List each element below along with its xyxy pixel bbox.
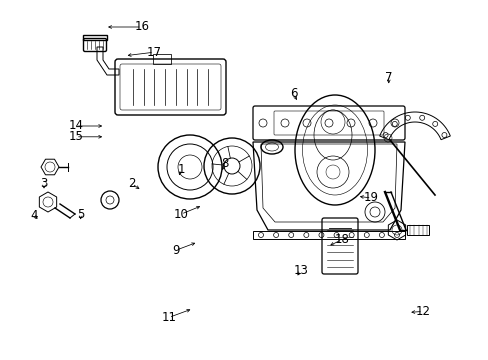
Text: 16: 16 bbox=[134, 21, 149, 33]
Text: 18: 18 bbox=[334, 233, 349, 246]
Text: 4: 4 bbox=[30, 210, 38, 222]
Text: 14: 14 bbox=[68, 120, 83, 132]
Bar bbox=[252, 231, 404, 239]
Text: 3: 3 bbox=[40, 177, 48, 190]
Bar bbox=[406, 225, 428, 235]
Text: 8: 8 bbox=[221, 157, 228, 170]
Text: 7: 7 bbox=[384, 71, 392, 84]
Text: 19: 19 bbox=[364, 192, 378, 204]
Text: 15: 15 bbox=[68, 130, 83, 143]
Text: 10: 10 bbox=[173, 208, 188, 221]
Text: 13: 13 bbox=[293, 264, 307, 277]
Bar bbox=[153, 54, 171, 64]
Text: 11: 11 bbox=[161, 311, 176, 324]
Text: 6: 6 bbox=[289, 87, 297, 100]
Text: 9: 9 bbox=[172, 244, 180, 257]
Text: 12: 12 bbox=[415, 305, 429, 318]
Text: 2: 2 bbox=[128, 177, 136, 190]
Text: 5: 5 bbox=[77, 208, 84, 221]
Text: 17: 17 bbox=[146, 46, 161, 59]
Bar bbox=[83, 35, 107, 40]
Text: 1: 1 bbox=[177, 163, 184, 176]
